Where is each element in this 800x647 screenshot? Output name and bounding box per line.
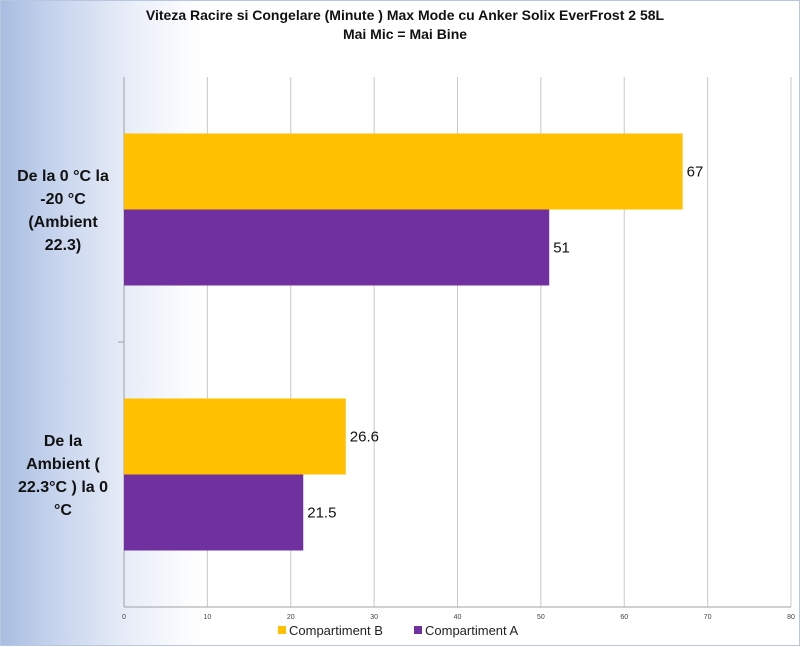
x-tick-label: 20 — [287, 614, 295, 621]
x-tick-label: 10 — [203, 614, 211, 621]
category-label: Ambient ( — [26, 456, 100, 473]
legend: Compartiment B Compartiment A — [278, 623, 519, 638]
x-tick-label: 0 — [122, 614, 126, 621]
x-tick-label: 80 — [787, 614, 795, 621]
chart-subtitle: Mai Mic = Mai Bine — [343, 26, 467, 42]
legend-swatch — [278, 626, 286, 634]
bars — [124, 133, 683, 551]
chart-title: Viteza Racire si Congelare (Minute ) Max… — [146, 7, 665, 23]
data-labels: 67 51 26.6 21.5 — [307, 164, 703, 522]
category-labels: De la 0 °C la -20 °C (Ambient 22.3) De la Amb… — [17, 168, 109, 519]
category-label: De la — [44, 433, 82, 450]
data-label: 26.6 — [350, 429, 379, 446]
category-label: De la 0 °C la — [17, 168, 109, 185]
bar — [124, 209, 550, 286]
category-label: °C — [54, 502, 72, 519]
tick-labels: 0 10 20 30 40 50 60 70 80 — [122, 614, 795, 621]
x-tick-label: 70 — [704, 614, 712, 621]
data-label: 21.5 — [307, 505, 336, 522]
x-tick-label: 30 — [370, 614, 378, 621]
bar — [124, 398, 346, 475]
x-tick-label: 50 — [537, 614, 545, 621]
bar — [124, 133, 683, 210]
x-tick-label: 40 — [454, 614, 462, 621]
data-label: 51 — [553, 240, 570, 257]
bar — [124, 474, 304, 551]
category-label: 22.3°C ) la 0 — [18, 479, 108, 496]
x-tick-label: 60 — [620, 614, 628, 621]
legend-entry: Compartiment B — [289, 623, 383, 638]
category-label: -20 °C — [40, 191, 86, 208]
category-label: 22.3) — [45, 237, 81, 254]
legend-entry: Compartiment A — [425, 623, 519, 638]
legend-swatch — [414, 626, 422, 634]
data-label: 67 — [687, 164, 704, 181]
category-label: (Ambient — [28, 214, 98, 231]
